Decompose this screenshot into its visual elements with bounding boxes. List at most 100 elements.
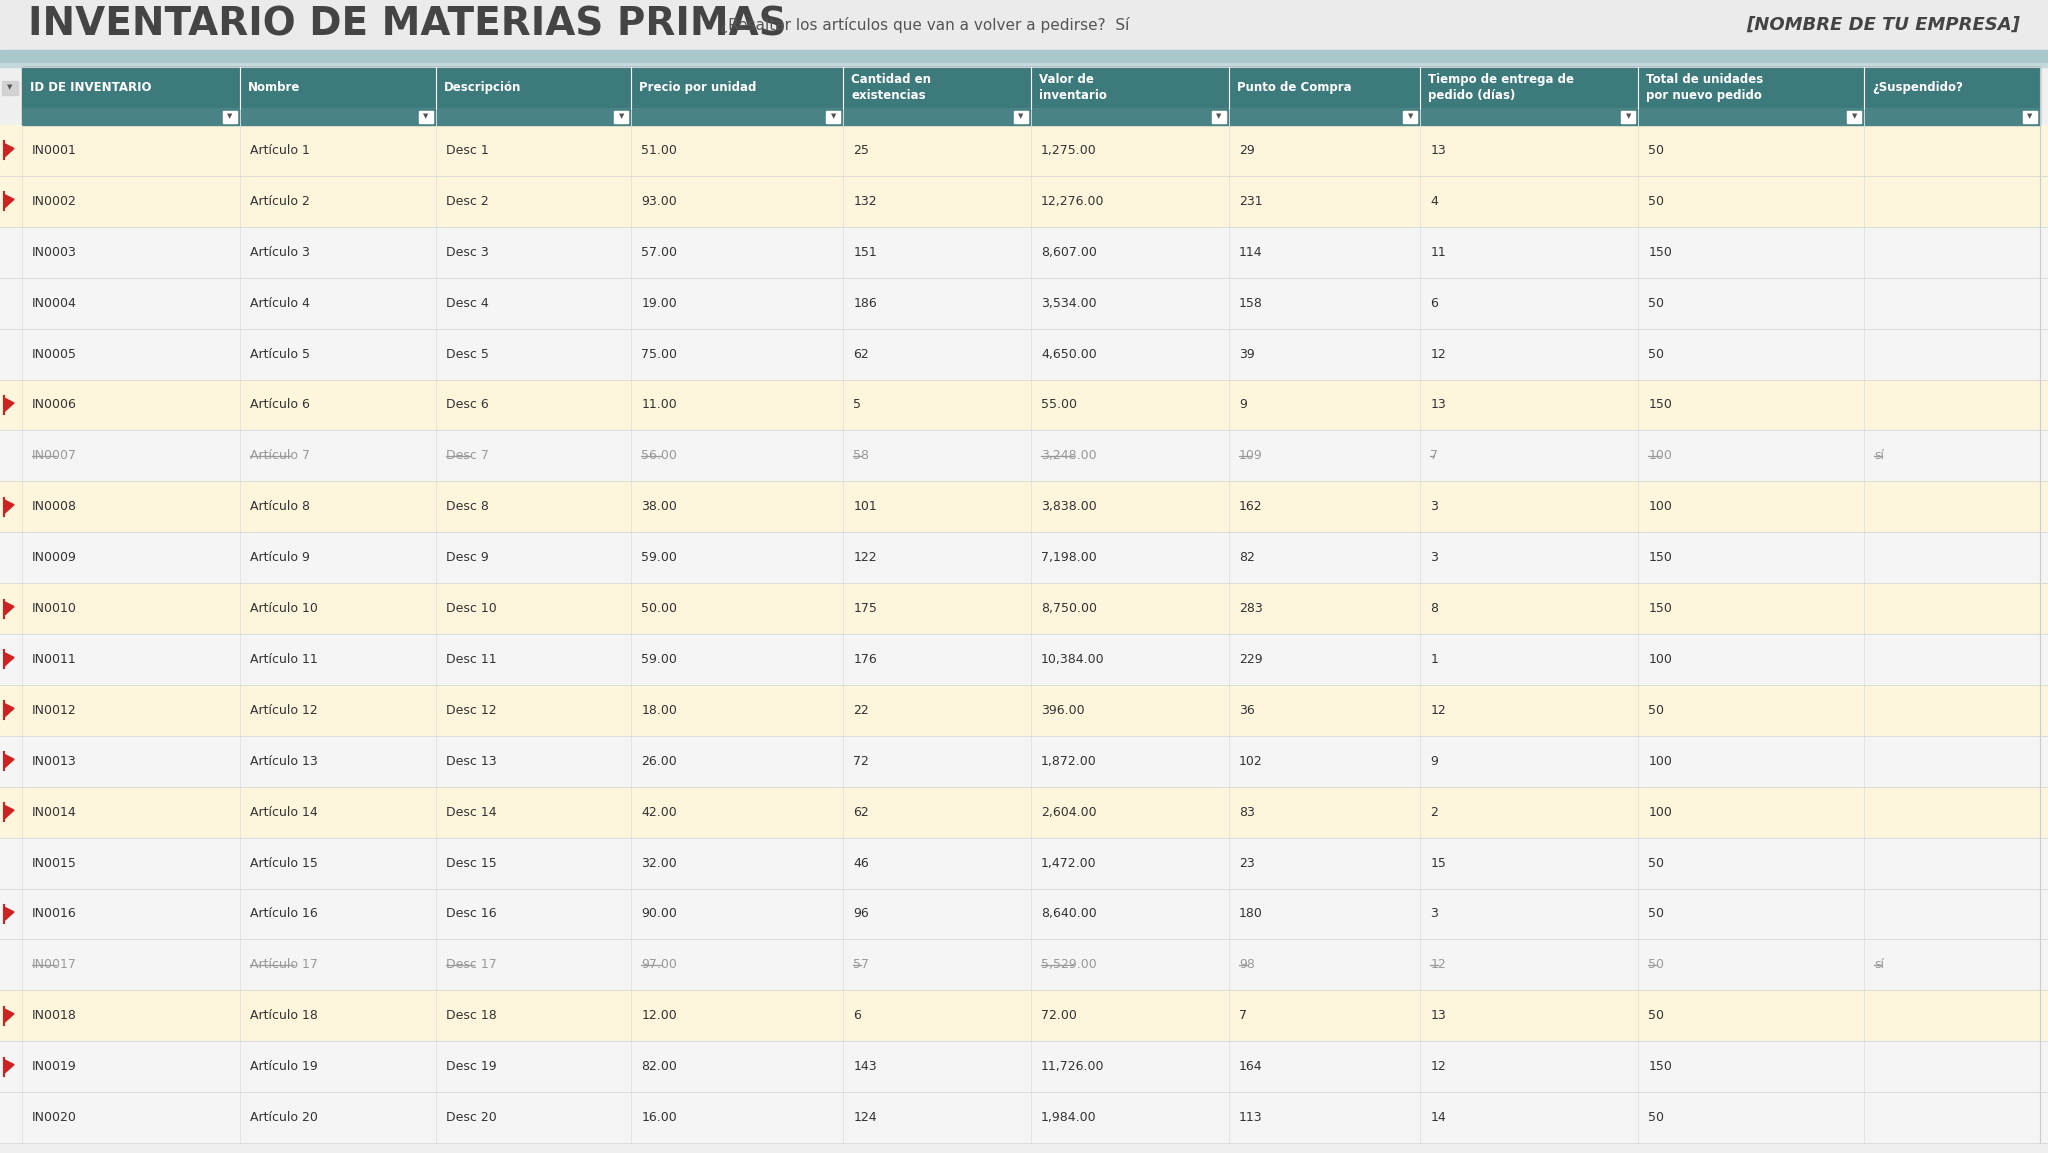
Text: 50: 50 — [1649, 296, 1665, 310]
Text: ▼: ▼ — [227, 113, 233, 120]
Text: 5,529.00: 5,529.00 — [1040, 958, 1098, 971]
Text: 62: 62 — [854, 806, 868, 819]
Text: 22: 22 — [854, 703, 868, 717]
Text: 162: 162 — [1239, 500, 1262, 513]
Bar — [1847, 111, 1862, 122]
Text: Desc 19: Desc 19 — [446, 1060, 496, 1073]
Text: 38.00: 38.00 — [641, 500, 678, 513]
Text: Desc 8: Desc 8 — [446, 500, 489, 513]
Bar — [844, 108, 1030, 125]
Text: 25: 25 — [854, 144, 868, 157]
Text: 3: 3 — [1430, 907, 1438, 920]
Text: 19.00: 19.00 — [641, 296, 678, 310]
Text: Desc 7: Desc 7 — [446, 450, 489, 462]
Bar — [1864, 67, 2040, 108]
Text: 150: 150 — [1649, 246, 1673, 258]
Text: 82.00: 82.00 — [641, 1060, 678, 1073]
Text: 8,750.00: 8,750.00 — [1040, 602, 1098, 615]
Bar — [0, 176, 2048, 227]
Text: IN0011: IN0011 — [33, 653, 76, 666]
Text: IN0017: IN0017 — [33, 958, 78, 971]
Text: 14: 14 — [1430, 1111, 1446, 1124]
Text: 98: 98 — [1239, 958, 1255, 971]
Text: ▼: ▼ — [831, 113, 836, 120]
Text: Descripción: Descripción — [444, 81, 520, 95]
Text: Cantidad en
existencias: Cantidad en existencias — [852, 73, 932, 101]
Text: INVENTARIO DE MATERIAS PRIMAS: INVENTARIO DE MATERIAS PRIMAS — [29, 6, 786, 44]
Polygon shape — [4, 703, 14, 717]
Text: Artículo 5: Artículo 5 — [250, 347, 309, 361]
Text: IN0009: IN0009 — [33, 551, 78, 564]
Bar — [0, 736, 2048, 786]
Polygon shape — [4, 1060, 14, 1073]
Text: 36: 36 — [1239, 703, 1255, 717]
Text: 150: 150 — [1649, 551, 1673, 564]
Text: 50: 50 — [1649, 1111, 1665, 1124]
Text: ▼: ▼ — [8, 84, 12, 90]
Text: IN0016: IN0016 — [33, 907, 76, 920]
Bar — [0, 583, 2048, 634]
Text: Desc 17: Desc 17 — [446, 958, 496, 971]
Text: 3: 3 — [1430, 551, 1438, 564]
Text: IN0002: IN0002 — [33, 195, 78, 208]
Bar — [2023, 111, 2038, 122]
Bar — [1421, 67, 1638, 108]
Text: 13: 13 — [1430, 144, 1446, 157]
Bar — [1403, 111, 1417, 122]
Text: Artículo 8: Artículo 8 — [250, 500, 309, 513]
Text: Desc 20: Desc 20 — [446, 1111, 496, 1124]
Bar — [0, 379, 2048, 430]
Text: 50.00: 50.00 — [641, 602, 678, 615]
Text: IN0004: IN0004 — [33, 296, 78, 310]
Text: 50: 50 — [1649, 195, 1665, 208]
Polygon shape — [4, 754, 14, 768]
Text: Precio por unidad: Precio por unidad — [639, 81, 758, 95]
Text: Desc 4: Desc 4 — [446, 296, 487, 310]
Text: 229: 229 — [1239, 653, 1262, 666]
Text: 396.00: 396.00 — [1040, 703, 1085, 717]
Text: 176: 176 — [854, 653, 877, 666]
Bar — [0, 430, 2048, 481]
Text: Desc 3: Desc 3 — [446, 246, 487, 258]
Text: 100: 100 — [1649, 755, 1673, 768]
Text: IN0012: IN0012 — [33, 703, 76, 717]
Text: 26.00: 26.00 — [641, 755, 678, 768]
Text: Artículo 9: Artículo 9 — [250, 551, 309, 564]
Text: 114: 114 — [1239, 246, 1262, 258]
Text: 50: 50 — [1649, 907, 1665, 920]
Text: IN0007: IN0007 — [33, 450, 78, 462]
Text: 50: 50 — [1649, 144, 1665, 157]
Text: 50: 50 — [1649, 958, 1665, 971]
Text: 150: 150 — [1649, 602, 1673, 615]
Bar — [0, 125, 2048, 176]
Text: Desc 5: Desc 5 — [446, 347, 489, 361]
Bar — [1638, 108, 1864, 125]
Text: Tiempo de entrega de
pedido (días): Tiempo de entrega de pedido (días) — [1427, 73, 1575, 101]
Text: 186: 186 — [854, 296, 877, 310]
Text: ▼: ▼ — [2028, 113, 2034, 120]
Text: Valor de
inventario: Valor de inventario — [1038, 73, 1106, 101]
Text: 12: 12 — [1430, 1060, 1446, 1073]
Text: 5: 5 — [854, 399, 862, 412]
Polygon shape — [4, 195, 14, 209]
Text: Artículo 6: Artículo 6 — [250, 399, 309, 412]
Text: 12,276.00: 12,276.00 — [1040, 195, 1104, 208]
Text: 51.00: 51.00 — [641, 144, 678, 157]
Text: 132: 132 — [854, 195, 877, 208]
Text: 1,275.00: 1,275.00 — [1040, 144, 1098, 157]
Text: Artículo 13: Artículo 13 — [250, 755, 317, 768]
Text: Artículo 3: Artículo 3 — [250, 246, 309, 258]
Text: 1: 1 — [1430, 653, 1438, 666]
Text: 1,872.00: 1,872.00 — [1040, 755, 1098, 768]
Text: 12: 12 — [1430, 958, 1446, 971]
Bar — [0, 50, 2048, 63]
Text: 72.00: 72.00 — [1040, 1009, 1077, 1023]
Text: ▼: ▼ — [1851, 113, 1858, 120]
Text: 59.00: 59.00 — [641, 653, 678, 666]
Text: 124: 124 — [854, 1111, 877, 1124]
Text: 158: 158 — [1239, 296, 1264, 310]
Text: 12.00: 12.00 — [641, 1009, 678, 1023]
Text: 8: 8 — [1430, 602, 1438, 615]
Text: 12: 12 — [1430, 703, 1446, 717]
Text: 50: 50 — [1649, 1009, 1665, 1023]
